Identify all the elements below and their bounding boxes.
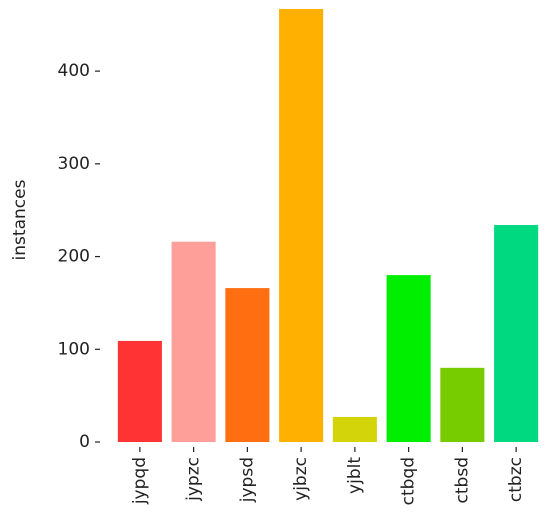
x-tick-label: ctbsd — [452, 457, 472, 503]
bar — [440, 367, 485, 442]
x-tick-label: ctbqd — [399, 457, 419, 505]
bar — [171, 241, 216, 442]
y-tick-label: 0 — [79, 432, 90, 452]
y-axis-label: instances — [10, 179, 30, 260]
x-tick-label: ctbzc — [506, 457, 526, 502]
bar — [494, 225, 539, 442]
y-tick-label: 400 — [58, 61, 90, 81]
bar — [332, 416, 377, 442]
y-tick-label: 100 — [58, 339, 90, 359]
x-tick-label: yjblt — [345, 457, 365, 494]
y-tick-label: 300 — [58, 154, 90, 174]
x-tick-label: yjbzc — [291, 457, 311, 501]
x-tick-label: jypzc — [184, 457, 204, 502]
bar — [117, 340, 162, 442]
bar — [386, 275, 431, 442]
bar — [225, 288, 270, 442]
y-tick-label: 200 — [58, 247, 90, 267]
x-tick-label: jypqd — [130, 457, 150, 505]
bar — [279, 9, 324, 442]
x-tick-label: jypsd — [237, 457, 257, 503]
